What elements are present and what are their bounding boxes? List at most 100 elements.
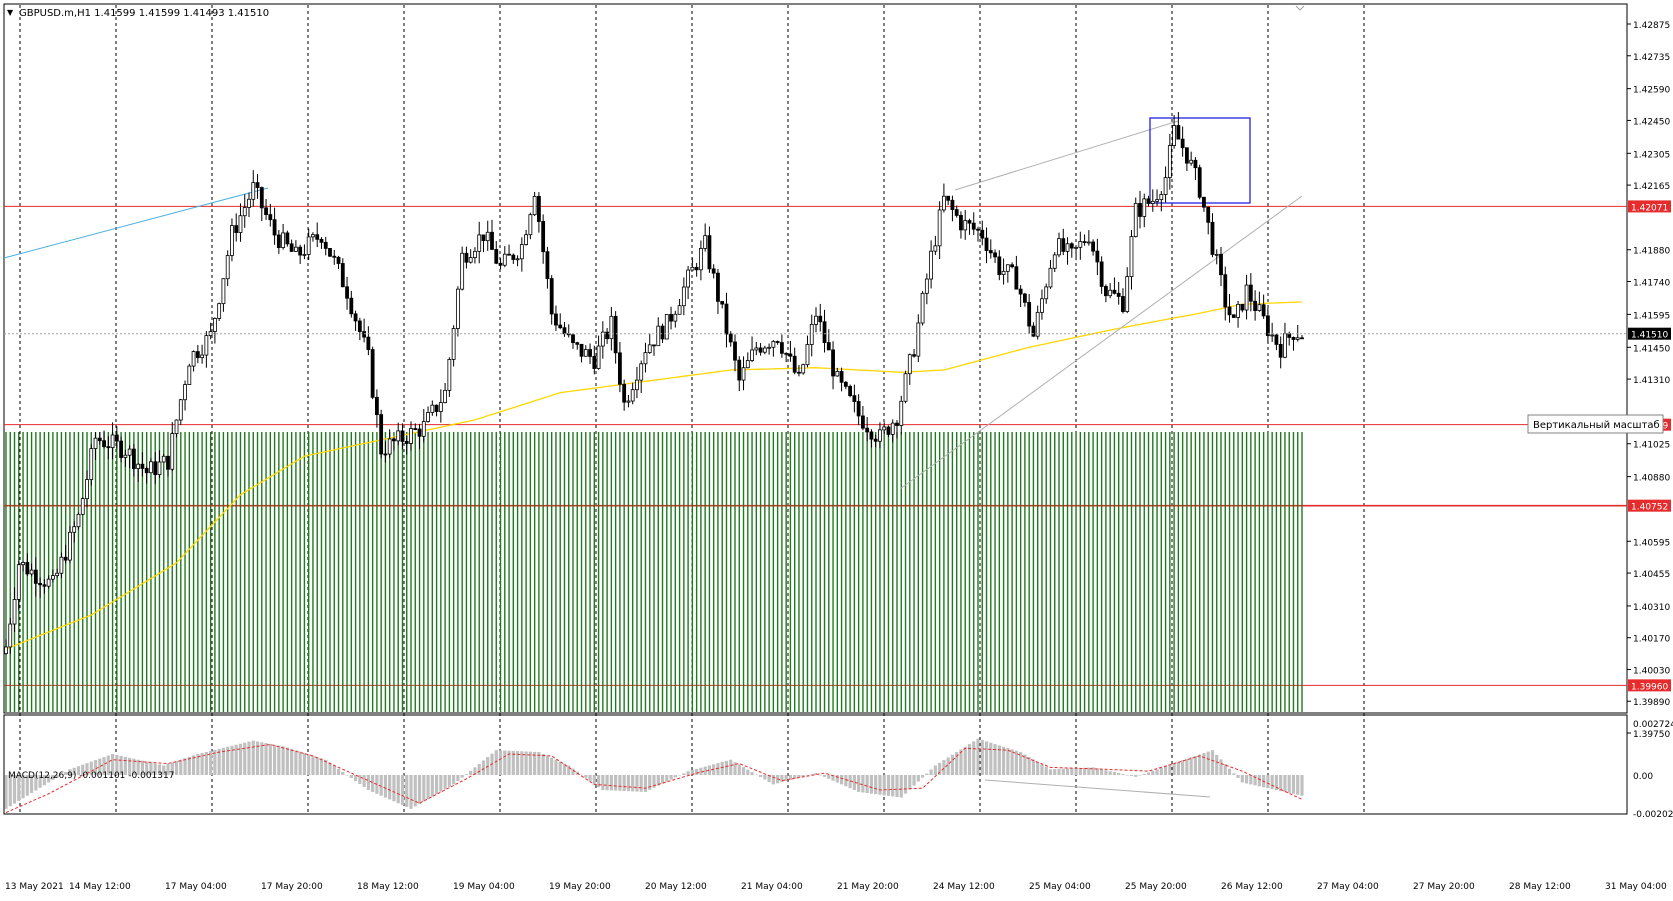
candle-bear[interactable] [1069, 243, 1074, 249]
candle-bull[interactable] [814, 315, 818, 325]
candle-bull[interactable] [643, 352, 648, 365]
candle-bear[interactable] [1240, 303, 1245, 311]
candle-bear[interactable] [988, 250, 993, 254]
candle-bear[interactable] [400, 430, 405, 442]
candle-bear[interactable] [114, 434, 119, 442]
macd-divergence-line[interactable] [984, 779, 1211, 798]
candle-bull[interactable] [460, 252, 465, 290]
candle-bear[interactable] [733, 341, 737, 361]
candle-bear[interactable] [792, 355, 797, 373]
candle-bear[interactable] [843, 381, 848, 387]
candle-bear[interactable] [42, 584, 47, 587]
candle-bull[interactable] [656, 325, 661, 347]
candle-bear[interactable] [1287, 333, 1292, 338]
candle-bear[interactable] [357, 320, 362, 332]
trend-lines[interactable] [3, 117, 1303, 798]
candle-bull[interactable] [89, 448, 94, 480]
candle-bull[interactable] [8, 623, 13, 648]
candle-bear[interactable] [579, 343, 584, 357]
candle-bull[interactable] [524, 234, 529, 245]
candle-bear[interactable] [323, 241, 328, 249]
candle-bear[interactable] [1210, 221, 1215, 255]
candle-bull[interactable] [230, 225, 234, 256]
candle-bear[interactable] [1261, 304, 1266, 317]
candle-bull[interactable] [85, 479, 89, 500]
candle-bull[interactable] [929, 250, 934, 280]
candle-bear[interactable] [669, 314, 673, 322]
trendline-lower-channel[interactable] [899, 195, 1303, 490]
candle-bull[interactable] [438, 402, 443, 412]
candle-bull[interactable] [1078, 241, 1083, 248]
candle-bear[interactable] [392, 438, 396, 442]
candle-bear[interactable] [481, 234, 486, 242]
candle-bull[interactable] [455, 288, 460, 329]
candle-bull[interactable] [302, 254, 307, 256]
candle-bear[interactable] [97, 437, 102, 442]
candle-bear[interactable] [1082, 241, 1087, 243]
candle-bull[interactable] [225, 255, 230, 280]
candle-bull[interactable] [677, 305, 682, 315]
candle-bear[interactable] [434, 404, 439, 412]
candle-bull[interactable] [430, 404, 435, 413]
candle-bear[interactable] [507, 253, 511, 256]
candle-bull[interactable] [835, 371, 840, 377]
candle-bull[interactable] [21, 562, 25, 566]
candle-bear[interactable] [285, 232, 290, 245]
candle-bear[interactable] [1248, 284, 1253, 302]
candle-bear[interactable] [345, 286, 349, 299]
candle-bull[interactable] [174, 419, 179, 434]
candle-bear[interactable] [379, 414, 384, 455]
candle-bear[interactable] [1121, 296, 1125, 312]
trendline-upper-channel[interactable] [954, 120, 1179, 191]
candle-bear[interactable] [737, 359, 742, 381]
candle-bear[interactable] [25, 562, 30, 575]
candle-bear[interactable] [1116, 292, 1121, 297]
candle-bear[interactable] [617, 352, 622, 385]
candle-bear[interactable] [494, 249, 499, 264]
candle-bear[interactable] [1184, 147, 1189, 164]
candle-bear[interactable] [315, 234, 320, 240]
candle-bull[interactable] [238, 215, 243, 233]
candle-bear[interactable] [971, 222, 976, 230]
candle-bull[interactable] [899, 400, 904, 426]
candle-bear[interactable] [946, 195, 951, 201]
candle-bear[interactable] [545, 251, 550, 279]
candle-bull[interactable] [1108, 289, 1113, 297]
candle-bull[interactable] [664, 314, 669, 340]
candle-bull[interactable] [1074, 246, 1078, 249]
candle-bull[interactable] [1035, 311, 1040, 337]
candle-bear[interactable] [1091, 241, 1096, 252]
candle-bear[interactable] [980, 229, 985, 239]
candle-bull[interactable] [1155, 199, 1159, 202]
candle-bear[interactable] [976, 228, 980, 231]
candle-bull[interactable] [1057, 238, 1061, 256]
candle-bull[interactable] [157, 461, 162, 476]
candle-bear[interactable] [852, 395, 857, 402]
candle-bear[interactable] [276, 234, 281, 248]
candle-bear[interactable] [234, 225, 239, 233]
candle-bull[interactable] [247, 198, 251, 208]
candle-bull[interactable] [771, 341, 776, 348]
candle-bull[interactable] [170, 433, 175, 470]
candle-bull[interactable] [485, 231, 490, 242]
candle-bull[interactable] [809, 323, 814, 345]
trendline-blue[interactable] [3, 187, 269, 259]
candle-bear[interactable] [707, 235, 712, 270]
candle-bear[interactable] [575, 342, 580, 345]
candle-bull[interactable] [110, 434, 115, 449]
candle-bull[interactable] [532, 195, 537, 216]
candle-bull[interactable] [136, 463, 141, 469]
candle-bull[interactable] [200, 354, 205, 358]
candle-bull[interactable] [1189, 159, 1194, 164]
candle-bear[interactable] [417, 428, 422, 437]
candle-bear[interactable] [1061, 238, 1066, 252]
candle-bull[interactable] [76, 513, 81, 528]
candle-bull[interactable] [515, 258, 520, 261]
candle-bull[interactable] [519, 244, 524, 260]
candle-bear[interactable] [1103, 286, 1108, 297]
candle-bull[interactable] [1048, 267, 1053, 288]
candle-bull[interactable] [68, 531, 72, 561]
candle-bear[interactable] [272, 219, 277, 236]
candle-bull[interactable] [178, 399, 183, 421]
candle-bear[interactable] [119, 440, 124, 458]
